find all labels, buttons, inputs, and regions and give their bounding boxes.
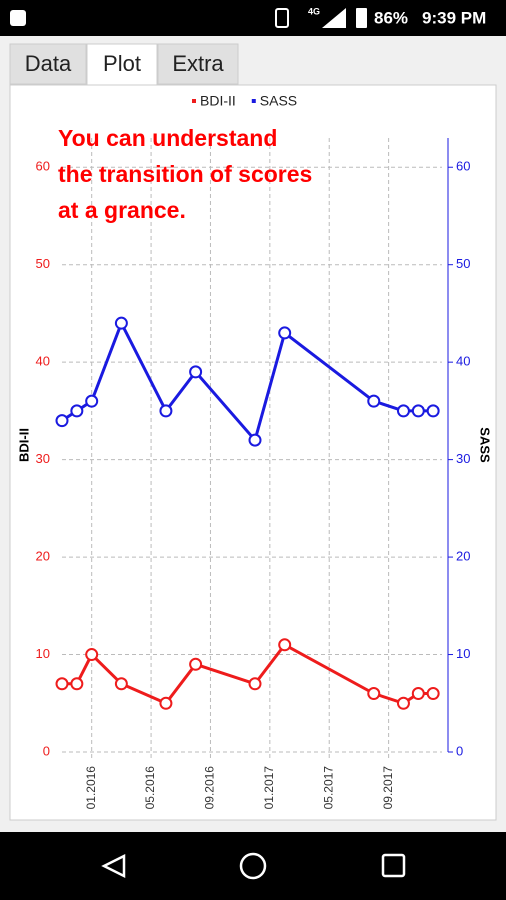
tab[interactable]: [9, 43, 87, 85]
data-point: [426, 687, 440, 701]
data-point: [85, 648, 99, 662]
y2-tick-label: 30: [456, 451, 470, 466]
y-tick-label: 40: [36, 354, 50, 369]
chart: 0 10 20 30 40 50 60 0 10 20 30 40 50 60 01.2016 05.2016…: [16, 93, 492, 810]
nav-bar: [0, 832, 506, 900]
annotation: at a grance.: [58, 197, 186, 223]
data-point: [367, 687, 381, 701]
legend-swatch: [192, 99, 196, 103]
data-point: [396, 696, 410, 710]
data-point: [70, 404, 84, 418]
data-point: [55, 414, 69, 428]
y2-tick-label: 0: [456, 743, 463, 758]
battery-level: 86%: [374, 8, 408, 27]
data-point: [189, 657, 203, 671]
x-tick-label: 05.2017: [321, 766, 335, 810]
home-button[interactable]: [239, 852, 267, 880]
x-tick-label: 05.2016: [143, 766, 157, 810]
y2-tick-label: 10: [456, 646, 470, 661]
battery-icon: [356, 8, 367, 28]
y2-tick-label: 50: [456, 256, 470, 271]
x-tick-label: 09.2017: [381, 766, 395, 810]
legend-swatch: [251, 99, 256, 103]
x-tick-label: 09.2016: [203, 766, 217, 810]
y2-tick-label: 60: [456, 159, 470, 174]
plot-panel: [9, 84, 497, 821]
tab-label[interactable]: Extra: [172, 51, 224, 76]
data-point: [411, 404, 425, 418]
annotation: the transition of scores: [58, 161, 312, 187]
annotation: You can understand: [58, 125, 277, 151]
data-point: [159, 404, 173, 418]
data-point: [114, 316, 128, 330]
data-point: [85, 394, 99, 408]
legend-label: SASS: [260, 93, 297, 109]
tab-selected[interactable]: [86, 43, 158, 87]
network-label: 4G: [308, 6, 320, 16]
tab[interactable]: [157, 43, 239, 85]
signal-icon: [322, 8, 346, 28]
back-button[interactable]: [101, 853, 126, 879]
status-bar: [0, 0, 506, 36]
x-tick-label: 01.2016: [84, 766, 98, 810]
data-point: [114, 677, 128, 691]
data-point: [189, 365, 203, 379]
data-point: [367, 394, 381, 408]
y-tick-label: 60: [36, 159, 50, 174]
tab-label[interactable]: Data: [25, 51, 72, 76]
y-tick-label: 10: [36, 646, 50, 661]
data-point: [248, 433, 262, 447]
data-point: [426, 404, 440, 418]
clock: 9:39 PM: [422, 8, 486, 27]
y-tick-label: 50: [36, 256, 50, 271]
data-point: [159, 696, 173, 710]
data-point: [248, 677, 262, 691]
data-point: [70, 677, 84, 691]
vibrate-icon: [275, 8, 289, 28]
y2-tick-label: 20: [456, 549, 470, 564]
y2-tick-label: 40: [456, 354, 470, 369]
tab-label[interactable]: Plot: [103, 51, 141, 76]
app-icon: [10, 10, 26, 26]
y-axis-label: BDI-II: [16, 428, 31, 462]
data-point: [411, 687, 425, 701]
y-tick-label: 30: [36, 451, 50, 466]
recents-button[interactable]: [381, 853, 406, 878]
y2-axis-label: SASS: [478, 427, 493, 463]
x-tick-label: 01.2017: [262, 766, 276, 810]
legend-label: BDI-II: [200, 93, 236, 109]
y-tick-label: 0: [43, 743, 50, 758]
data-point: [55, 677, 69, 691]
data-point: [278, 326, 292, 340]
data-point: [278, 638, 292, 652]
data-point: [396, 404, 410, 418]
y-tick-label: 20: [36, 549, 50, 564]
